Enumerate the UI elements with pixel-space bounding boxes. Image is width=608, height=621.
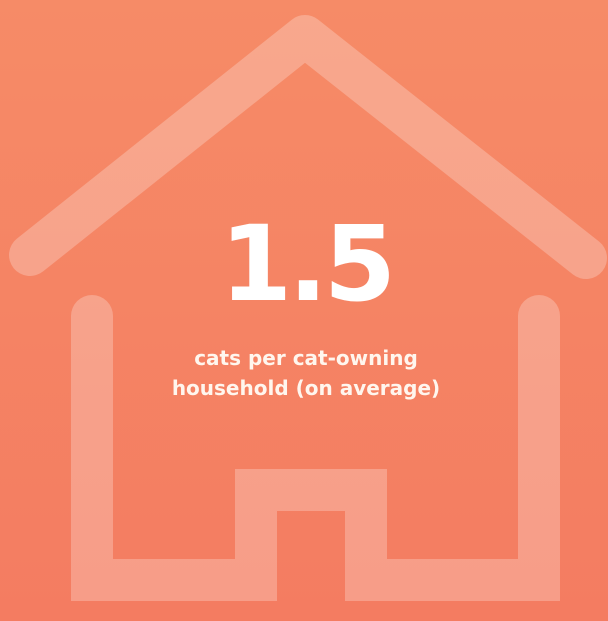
stat-label-line: household (on average) xyxy=(172,376,440,400)
stat-value: 1.5 xyxy=(220,203,392,325)
walls-and-door xyxy=(71,295,560,601)
house-outline xyxy=(9,15,607,601)
stat-label-line: cats per cat-owning xyxy=(194,346,418,370)
roof xyxy=(9,15,607,279)
